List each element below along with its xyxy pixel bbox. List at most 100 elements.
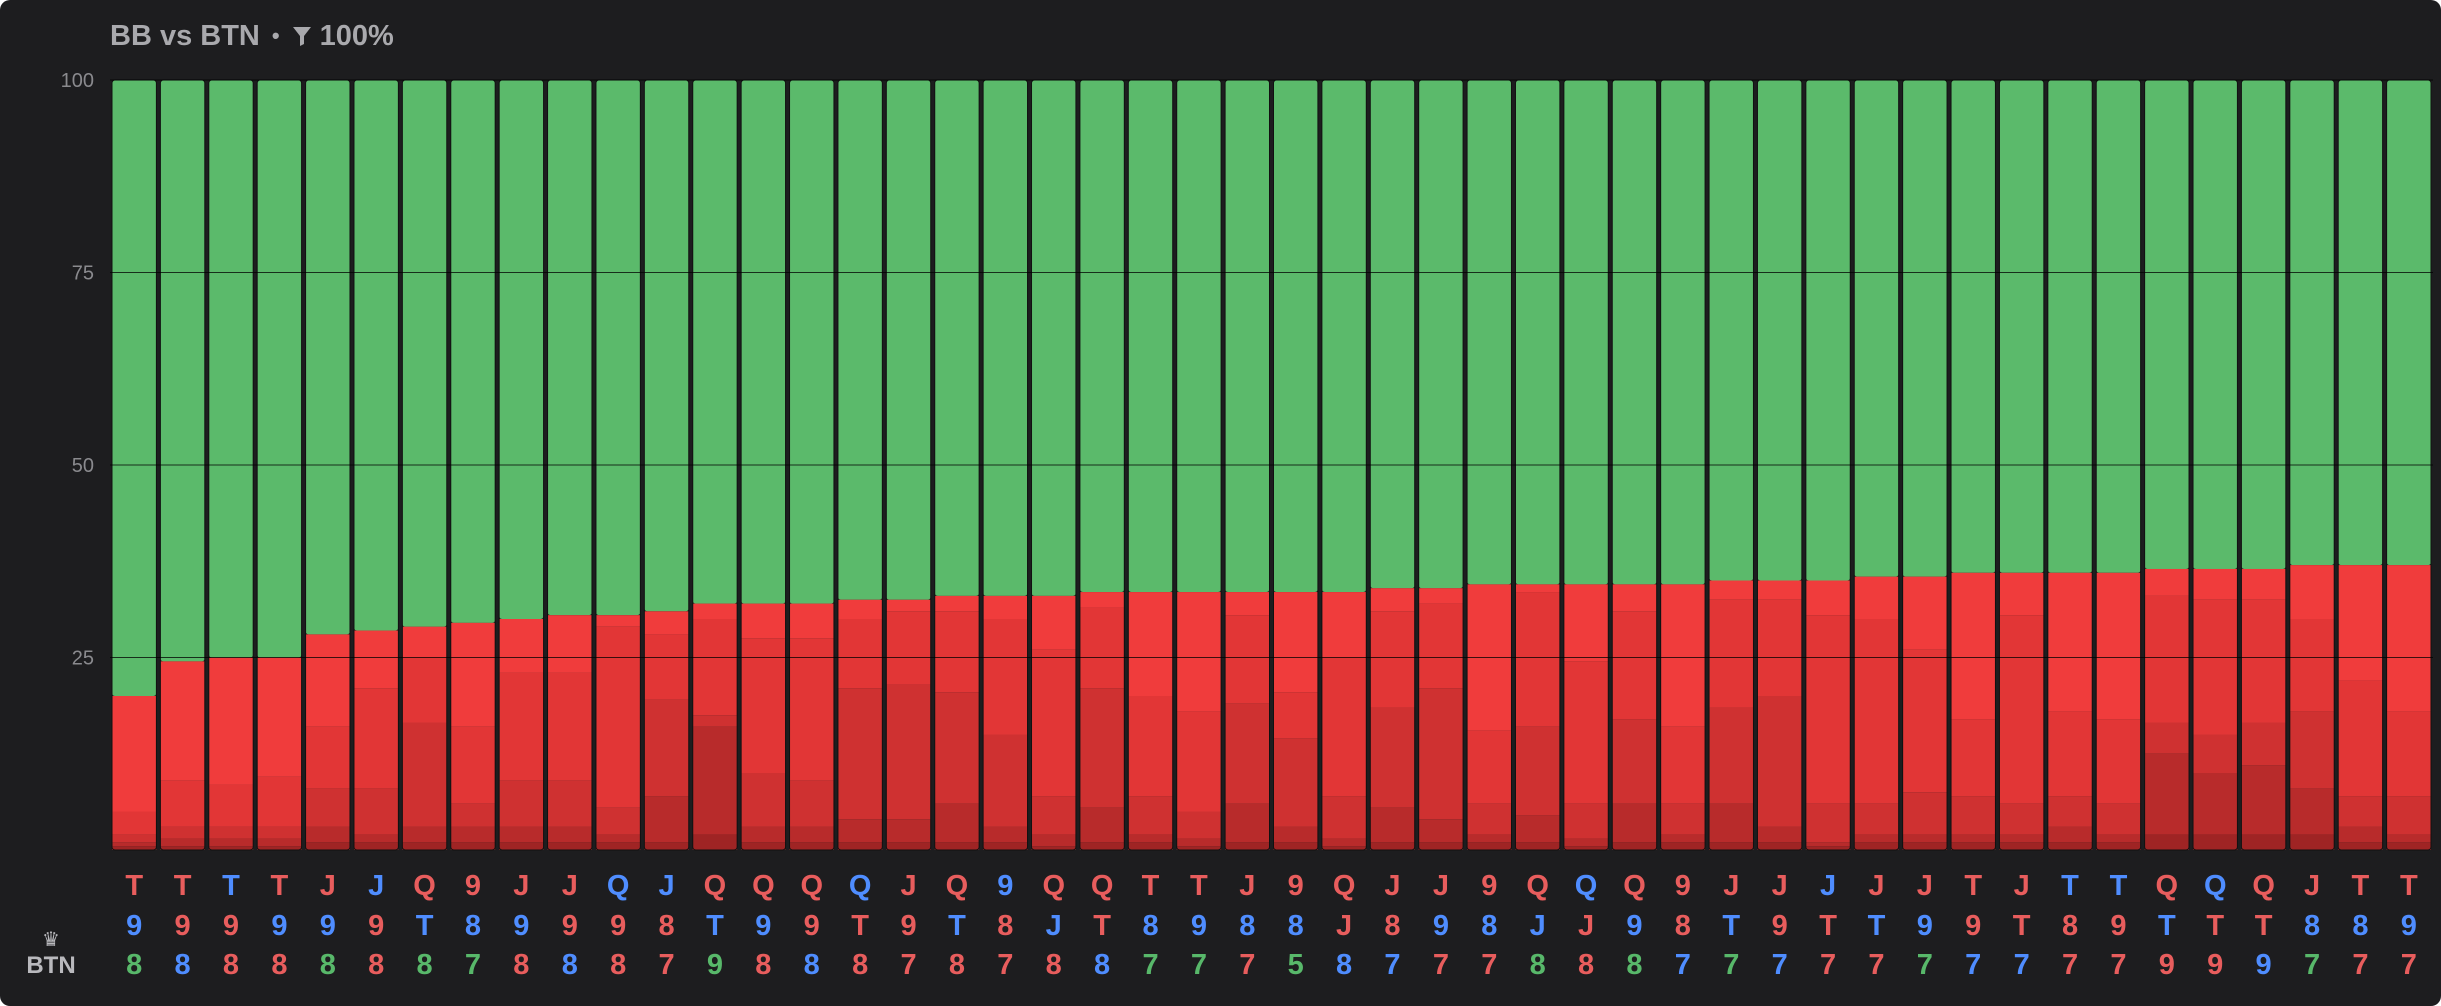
bar-segment-red (934, 842, 980, 850)
x-tick-label: 8 (271, 949, 287, 981)
bar-segment-red (160, 826, 205, 839)
bar-column (305, 79, 351, 851)
bar-segment-red (2386, 834, 2431, 843)
x-tick-label: J (1336, 910, 1352, 942)
bar-segment-red (1128, 592, 1173, 696)
bar-segment-red (1805, 846, 1851, 850)
x-tick-label: T (1819, 910, 1837, 942)
x-tick-label: 9 (2110, 910, 2126, 942)
y-tick-label: 75 (72, 263, 94, 285)
bar-segment-red (112, 811, 157, 835)
bar-column (1611, 79, 1658, 851)
bar-segment-red (2193, 734, 2238, 773)
bar-segment-red (1612, 584, 1657, 612)
bar-column (643, 79, 690, 851)
bar-segment-green (2047, 80, 2093, 573)
bar-segment-red (499, 780, 544, 827)
x-tick-label: T (2352, 870, 2370, 902)
bar-segment-red (1176, 592, 1222, 712)
x-tick-label: J (1578, 910, 1594, 942)
bar-segment-red (741, 842, 786, 850)
bar-segment-red (1805, 803, 1851, 843)
bar-segment-red (2338, 826, 2383, 843)
bar-segment-red (1709, 580, 1754, 600)
bar-segment-red (353, 842, 399, 850)
x-tick-label: 8 (1578, 949, 1594, 981)
x-tick-label: T (2158, 910, 2176, 942)
x-tick-label: J (2014, 870, 2030, 902)
bar-segment-red (983, 619, 1028, 735)
bar-column (2240, 79, 2287, 851)
x-tick-label: 9 (1191, 910, 1207, 942)
bar-segment-red (402, 842, 447, 850)
x-tick-label: 8 (1384, 910, 1400, 942)
bar-segment-red (2241, 834, 2286, 850)
bar-segment-red (2386, 796, 2431, 835)
bar-segment-red (1079, 592, 1125, 608)
x-tick-label: 8 (465, 910, 481, 942)
chart-title: BB vs BTN (110, 19, 260, 52)
filter-control[interactable]: 100% (292, 20, 394, 53)
bar-segment-red (1563, 838, 1609, 847)
x-tick-label: 9 (1288, 870, 1304, 902)
x-tick-label: 8 (610, 949, 626, 981)
bar-segment-red (112, 696, 157, 812)
bar-segment-red (499, 619, 544, 673)
bar-segment-red (450, 726, 496, 804)
x-tick-label: 9 (1772, 910, 1788, 942)
bar-segment-red (2338, 796, 2383, 827)
bar-segment-red (1321, 657, 1367, 797)
bar-segment-green (1854, 80, 1899, 577)
bar-segment-red (353, 788, 399, 835)
bar-segment-red (2096, 803, 2141, 835)
bar-segment-red (644, 611, 689, 635)
bar-segment-red (1225, 615, 1270, 704)
x-tick-label: 9 (1433, 910, 1449, 942)
bar-segment-red (2047, 572, 2093, 712)
x-tick-label: 7 (1191, 949, 1207, 981)
x-tick-label: 8 (1675, 910, 1691, 942)
x-tick-label: Q (413, 870, 436, 902)
x-tick-label: 8 (1336, 949, 1352, 981)
bar-column (547, 79, 593, 851)
x-tick-label: 8 (1626, 949, 1642, 981)
bar-segment-red (1418, 688, 1464, 820)
x-tick-label: 8 (126, 949, 142, 981)
bar-segment-green (1467, 80, 1512, 585)
bar-segment-red (934, 595, 980, 612)
x-tick-label: 9 (610, 910, 626, 942)
bar-segment-red (1273, 692, 1318, 739)
bar-segment-red (2047, 796, 2093, 827)
bar-segment-red (402, 826, 447, 843)
x-tick-label: T (706, 910, 724, 942)
filter-funnel-icon (292, 27, 311, 46)
bar-segment-red (1273, 842, 1318, 850)
bar-segment-red (1031, 796, 1076, 835)
x-tick-label: 9 (707, 949, 723, 981)
x-tick-label: 9 (562, 910, 578, 942)
bar-segment-red (1563, 584, 1609, 662)
bar-segment-red (2047, 842, 2093, 850)
bar-segment-red (305, 726, 350, 789)
bar-segment-red (112, 842, 157, 847)
x-tick-label: J (1433, 870, 1449, 902)
bar-segment-green (595, 80, 641, 616)
bar-segment-red (1660, 842, 1706, 850)
bar-segment-red (1660, 803, 1706, 835)
x-tick-label: Q (2156, 870, 2179, 902)
bar-segment-red (1370, 611, 1415, 708)
x-tick-label: 9 (223, 910, 239, 942)
x-tick-label: T (271, 870, 289, 902)
bar-column (789, 79, 835, 851)
x-tick-label: T (1868, 910, 1886, 942)
bar-segment-red (886, 611, 931, 685)
bar-segment-red (257, 657, 302, 777)
bar-segment-red (1757, 842, 1802, 850)
bar-segment-green (1563, 80, 1609, 585)
bar-segment-red (257, 826, 302, 839)
x-tick-label: J (658, 870, 674, 902)
bar-segment-red (837, 842, 883, 850)
x-tick-label: 8 (2352, 910, 2368, 942)
bar-segment-red (1031, 846, 1076, 850)
